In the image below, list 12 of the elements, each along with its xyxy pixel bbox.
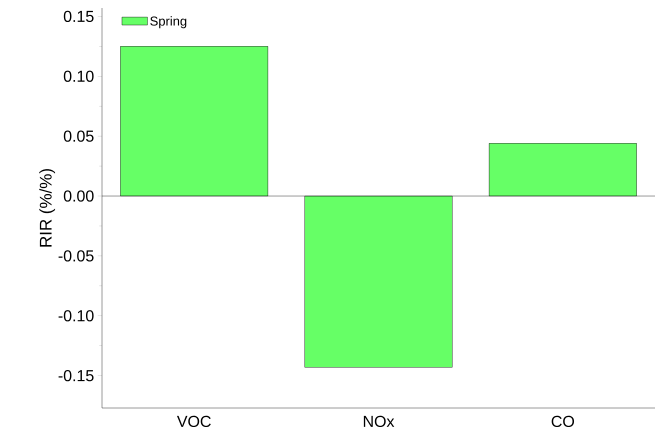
y-tick-label: 0.15 (64, 10, 94, 22)
x-tick-label: NOx (364, 416, 394, 428)
y-tick-label: 0.10 (64, 70, 94, 82)
y-axis-title: RIR (%/%) (39, 169, 56, 247)
y-tick-label: -0.15 (58, 370, 94, 382)
y-tick-label: 0.00 (64, 190, 94, 202)
y-tick-label: 0.05 (64, 130, 94, 142)
x-tick-label: VOC (176, 416, 211, 428)
x-tick-label: CO (552, 416, 574, 428)
y-tick-label: -0.05 (58, 250, 94, 262)
legend-label: Spring (150, 16, 186, 28)
y-tick-label: -0.10 (58, 310, 94, 322)
